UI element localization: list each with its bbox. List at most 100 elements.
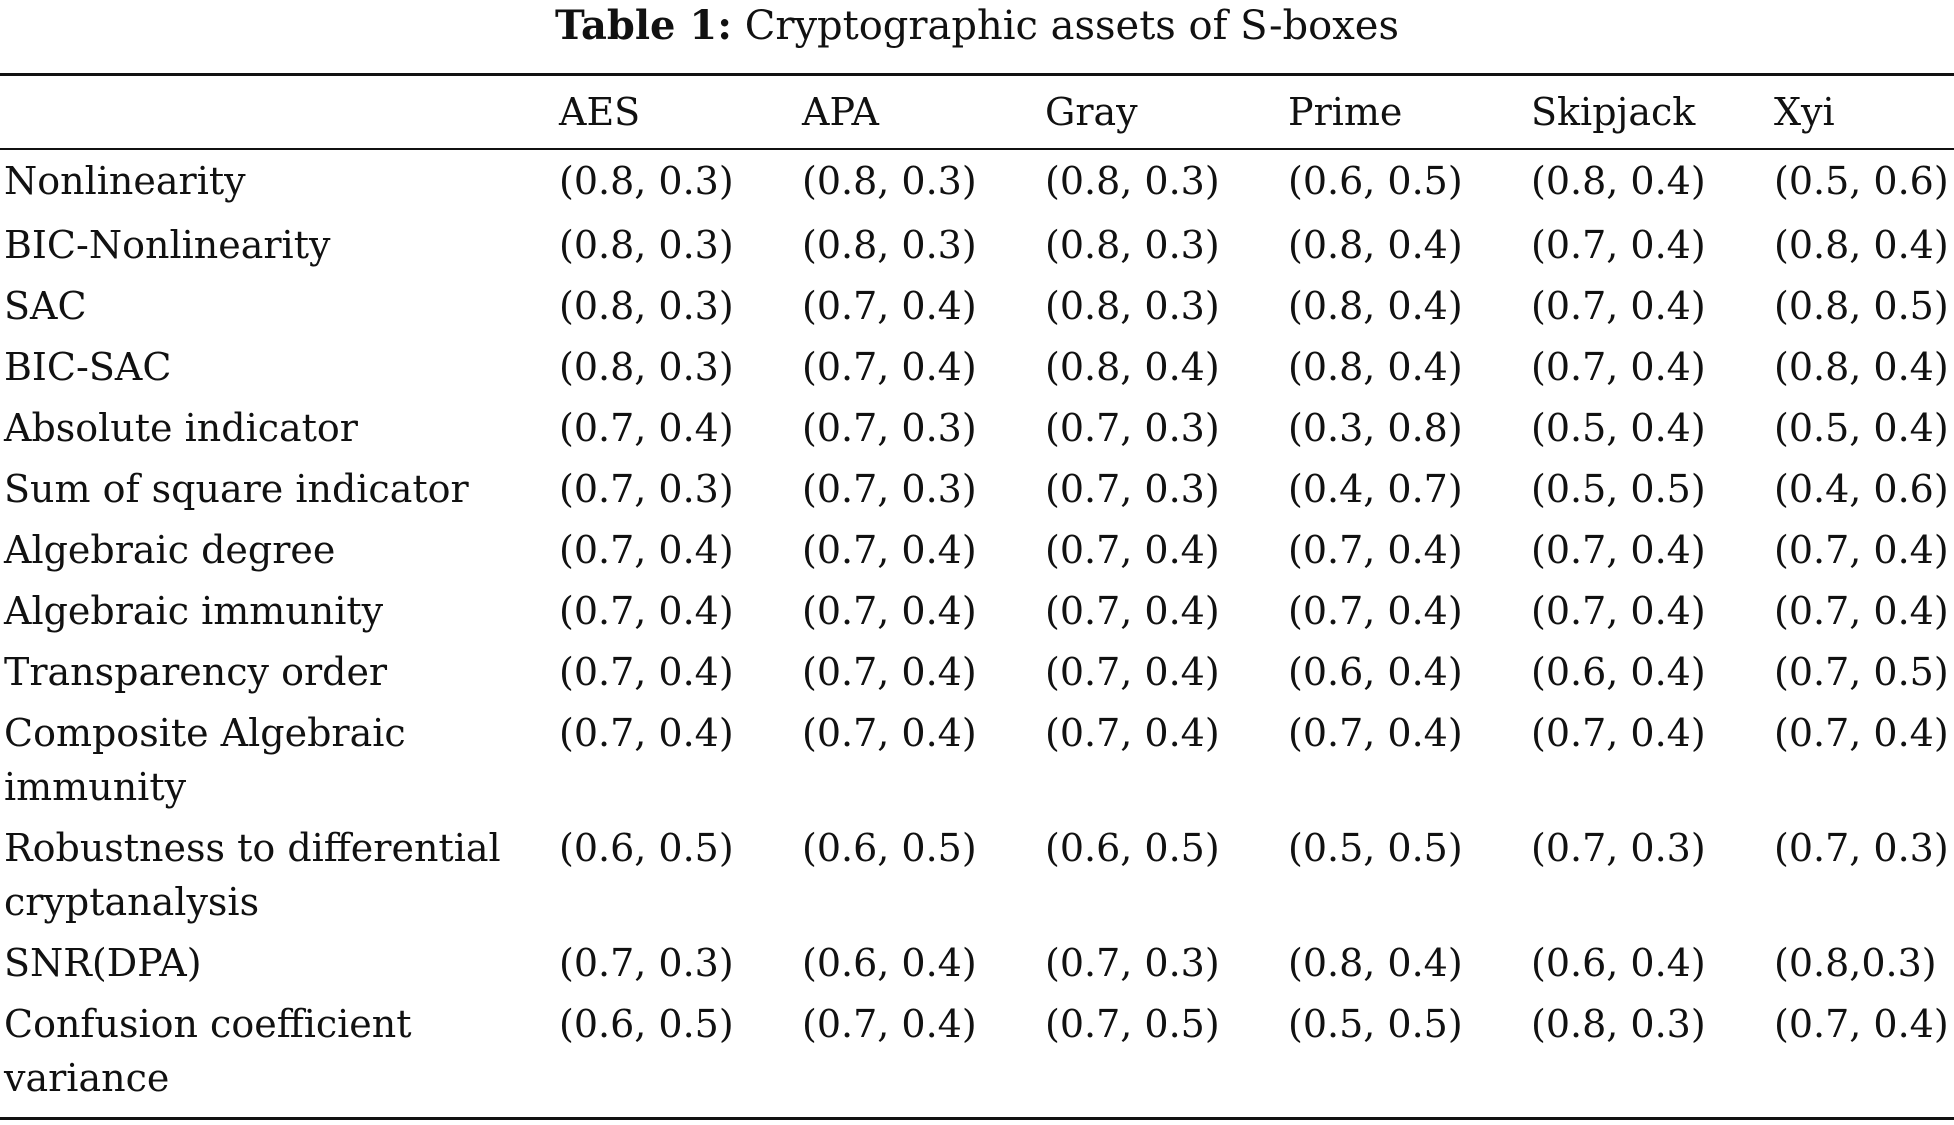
table-cell: (0.7, 0.3) — [1531, 826, 1706, 870]
table-cell: (0.4, 0.7) — [1288, 467, 1463, 511]
table-cell: (0.5, 0.5) — [1288, 1002, 1463, 1046]
table-cell: (0.7, 0.3) — [559, 941, 734, 985]
table-cell: (0.7, 0.4) — [559, 650, 734, 694]
table-cell: (0.8, 0.3) — [1531, 1002, 1706, 1046]
table-cell: (0.7, 0.4) — [802, 345, 977, 389]
table-cell: (0.7, 0.4) — [559, 711, 734, 755]
table-cell: (0.7, 0.4) — [1531, 589, 1706, 633]
table-cell: (0.7, 0.4) — [802, 711, 977, 755]
table-cell: (0.7, 0.3) — [1774, 826, 1949, 870]
table-cell: (0.7, 0.5) — [1774, 650, 1949, 694]
bottom-rule — [0, 1117, 1954, 1120]
table-cell: (0.5, 0.6) — [1774, 159, 1949, 203]
table-row: BIC-SAC (0.8, 0.3) (0.7, 0.4) (0.8, 0.4)… — [0, 340, 1954, 401]
table-cell: (0.7, 0.4) — [1045, 711, 1220, 755]
table-row: Robustness to differential cryptanalysis… — [0, 821, 1954, 936]
row-label: Confusion coefficient variance — [4, 1002, 412, 1100]
table-cell: (0.8,0.3) — [1774, 941, 1937, 985]
table-cell: (0.7, 0.3) — [802, 467, 977, 511]
table-cell: (0.7, 0.4) — [1531, 284, 1706, 328]
table-cell: (0.7, 0.4) — [802, 650, 977, 694]
header-cell-blank — [0, 76, 555, 148]
caption-label: Table 1: — [555, 2, 732, 49]
table-row: BIC-Nonlinearity (0.8, 0.3) (0.8, 0.3) (… — [0, 218, 1954, 279]
table-row: Nonlinearity (0.8, 0.3) (0.8, 0.3) (0.8,… — [0, 148, 1954, 218]
table-cell: (0.7, 0.3) — [1045, 406, 1220, 450]
table-caption: Table 1: Cryptographic assets of S-boxes — [0, 0, 1954, 52]
table-cell: (0.8, 0.4) — [1774, 345, 1949, 389]
table-cell: (0.8, 0.3) — [802, 223, 977, 267]
table-cell: (0.8, 0.3) — [1045, 284, 1220, 328]
table-cell: (0.7, 0.3) — [802, 406, 977, 450]
table-cell: (0.7, 0.4) — [1288, 711, 1463, 755]
table-cell: (0.8, 0.3) — [559, 345, 734, 389]
table-cell: (0.6, 0.4) — [1288, 650, 1463, 694]
table-cell: (0.7, 0.4) — [559, 406, 734, 450]
table-cell: (0.7, 0.4) — [802, 589, 977, 633]
table-cell: (0.6, 0.5) — [1288, 159, 1463, 203]
table-cell: (0.8, 0.3) — [1045, 223, 1220, 267]
table-cell: (0.7, 0.4) — [559, 589, 734, 633]
table-cell: (0.7, 0.4) — [1288, 528, 1463, 572]
row-label: Robustness to differential cryptanalysis — [4, 826, 501, 924]
table-cell: (0.7, 0.4) — [1045, 528, 1220, 572]
table-cell: (0.6, 0.5) — [559, 1002, 734, 1046]
table-cell: (0.8, 0.4) — [1774, 223, 1949, 267]
table-row: Algebraic immunity (0.7, 0.4) (0.7, 0.4)… — [0, 584, 1954, 645]
table-row: Algebraic degree (0.7, 0.4) (0.7, 0.4) (… — [0, 523, 1954, 584]
table-row: Transparency order (0.7, 0.4) (0.7, 0.4)… — [0, 645, 1954, 706]
table-cell: (0.8, 0.4) — [1045, 345, 1220, 389]
row-label: Nonlinearity — [4, 159, 246, 203]
header-cell: Skipjack — [1531, 90, 1696, 134]
table-cell: (0.7, 0.5) — [1045, 1002, 1220, 1046]
table-cell: (0.8, 0.4) — [1288, 941, 1463, 985]
row-label: Algebraic immunity — [4, 589, 384, 633]
table-cell: (0.6, 0.5) — [802, 826, 977, 870]
table-row: SAC (0.8, 0.3) (0.7, 0.4) (0.8, 0.3) (0.… — [0, 279, 1954, 340]
table-row: SNR(DPA) (0.7, 0.3) (0.6, 0.4) (0.7, 0.3… — [0, 936, 1954, 997]
table-cell: (0.7, 0.4) — [1774, 528, 1949, 572]
row-label: SNR(DPA) — [4, 941, 202, 985]
table-cell: (0.7, 0.4) — [1531, 345, 1706, 389]
table-cell: (0.7, 0.4) — [1774, 711, 1949, 755]
table-cell: (0.7, 0.4) — [1531, 528, 1706, 572]
table-cell: (0.7, 0.4) — [1045, 589, 1220, 633]
table-cell: (0.8, 0.5) — [1774, 284, 1949, 328]
row-label: Transparency order — [4, 650, 388, 694]
header-cell: AES — [559, 90, 641, 134]
table-cell: (0.8, 0.4) — [1288, 284, 1463, 328]
row-label: Absolute indicator — [4, 406, 358, 450]
row-label: BIC-SAC — [4, 345, 172, 389]
table-cell: (0.5, 0.5) — [1531, 467, 1706, 511]
table-cell: (0.7, 0.4) — [1531, 711, 1706, 755]
row-label: Algebraic degree — [4, 528, 336, 572]
table-cell: (0.8, 0.3) — [802, 159, 977, 203]
table-cell: (0.6, 0.5) — [1045, 826, 1220, 870]
table-cell: (0.7, 0.4) — [802, 528, 977, 572]
table-cell: (0.4, 0.6) — [1774, 467, 1949, 511]
table-cell: (0.8, 0.4) — [1288, 345, 1463, 389]
caption-text: Cryptographic assets of S-boxes — [744, 3, 1399, 49]
table-cell: (0.6, 0.5) — [559, 826, 734, 870]
table-cell: (0.7, 0.4) — [802, 1002, 977, 1046]
table-cell: (0.7, 0.4) — [1774, 1002, 1949, 1046]
table-cell: (0.5, 0.4) — [1774, 406, 1949, 450]
table-cell: (0.8, 0.4) — [1288, 223, 1463, 267]
table-cell: (0.7, 0.4) — [1774, 589, 1949, 633]
table-cell: (0.7, 0.4) — [1531, 223, 1706, 267]
table-cell: (0.3, 0.8) — [1288, 406, 1463, 450]
sbox-assets-table: AES APA Gray Prime Skipjack Xyi Nonlinea… — [0, 76, 1954, 1111]
table-cell: (0.7, 0.4) — [559, 528, 734, 572]
table-cell: (0.8, 0.3) — [559, 159, 734, 203]
table-cell: (0.5, 0.4) — [1531, 406, 1706, 450]
header-cell: Prime — [1288, 90, 1403, 134]
table-row: Absolute indicator (0.7, 0.4) (0.7, 0.3)… — [0, 401, 1954, 462]
header-row: AES APA Gray Prime Skipjack Xyi — [0, 76, 1954, 148]
header-cell: Xyi — [1774, 90, 1835, 134]
table-cell: (0.8, 0.3) — [559, 223, 734, 267]
table-cell: (0.7, 0.3) — [1045, 467, 1220, 511]
table-cell: (0.7, 0.3) — [1045, 941, 1220, 985]
table-cell: (0.7, 0.4) — [802, 284, 977, 328]
table-row: Composite Algebraic immunity (0.7, 0.4) … — [0, 706, 1954, 821]
table-cell: (0.8, 0.3) — [559, 284, 734, 328]
